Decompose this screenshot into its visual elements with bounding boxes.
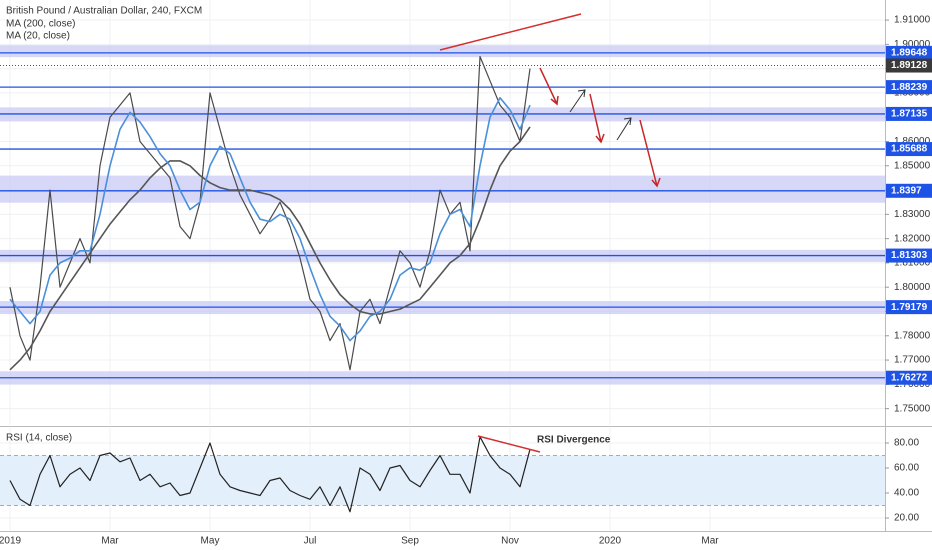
arrow — [589, 93, 605, 144]
y-tick-label: 1.83000 — [894, 209, 931, 220]
arrow — [539, 67, 559, 106]
zone — [0, 175, 885, 203]
price-label-box — [886, 80, 932, 95]
price-label: 1.87135 — [891, 109, 928, 120]
legend-entry: MA (200, close) — [6, 19, 75, 30]
x-tick-label: Nov — [501, 536, 519, 547]
arrow — [616, 117, 632, 141]
price-label: 1.88239 — [891, 82, 928, 93]
price-label-box — [886, 58, 932, 73]
price-label-box — [886, 183, 932, 198]
x-tick-label: May — [201, 536, 220, 547]
y-tick-label: 1.81000 — [894, 258, 931, 269]
y-tick-label: 1.90000 — [894, 39, 931, 50]
y-tick-label: 1.78000 — [894, 330, 931, 341]
background-layer — [0, 0, 932, 532]
price-label: 1.89128 — [891, 60, 928, 71]
x-tick-label: 2019 — [0, 536, 22, 547]
arrows — [569, 89, 632, 141]
series-line — [9, 126, 531, 371]
series-line — [9, 436, 531, 513]
y-tick-label: 1.86000 — [894, 136, 931, 147]
y-tick-label: 1.82000 — [894, 233, 931, 244]
arrow — [569, 89, 586, 113]
y-tick-label: 60.00 — [894, 463, 919, 474]
price-label: 1.81303 — [891, 250, 928, 261]
series-line — [9, 97, 531, 342]
x-tick-label: Sep — [401, 536, 419, 547]
arrow — [639, 119, 661, 188]
y-tick-label: 20.00 — [894, 513, 919, 524]
chart-title: British Pound / Australian Dollar, 240, … — [6, 6, 202, 17]
y-tick-label: 1.75000 — [894, 403, 931, 414]
price-label: 1.89648 — [891, 48, 928, 59]
y-tick-label: 1.85000 — [894, 160, 931, 171]
price-label-box — [886, 45, 932, 60]
zone — [0, 45, 885, 58]
x-tick-label: Jul — [304, 536, 317, 547]
annotation: RSI Divergence — [537, 435, 611, 446]
price-label: 1.85688 — [891, 144, 928, 155]
price-label-box — [886, 106, 932, 121]
series-line — [9, 55, 531, 371]
y-tick-label: 1.80000 — [894, 282, 931, 293]
trend-line — [477, 435, 541, 453]
pane-title: RSI (14, close) — [6, 433, 72, 444]
price-label-box — [886, 300, 932, 315]
y-tick-label: 1.91000 — [894, 15, 931, 26]
x-tick-label: 2020 — [599, 536, 622, 547]
main-layer: 2019 Mar May Jul Sep Nov 2020 Mar 1.91000 1.90000… — [0, 15, 932, 547]
x-tick-label: Mar — [701, 536, 719, 547]
x-tick-label: Mar — [101, 536, 119, 547]
price-label-box — [886, 248, 932, 263]
trend-line — [439, 13, 582, 51]
y-tick-label: 1.77000 — [894, 355, 931, 366]
y-tick-label: 80.00 — [894, 438, 919, 449]
rsi-band — [0, 455, 885, 506]
price-label-box — [886, 370, 932, 385]
price-label-box — [886, 142, 932, 157]
y-tick-label: 40.00 — [894, 488, 919, 499]
overlay-layer: British Pound / Australian Dollar, 240, … — [6, 6, 661, 453]
arrows — [539, 67, 661, 188]
price-label: 1.76272 — [891, 372, 928, 383]
price-label: 1.8397 — [891, 185, 922, 196]
price-label: 1.79179 — [891, 302, 928, 313]
legend-entry: MA (20, close) — [6, 31, 70, 42]
